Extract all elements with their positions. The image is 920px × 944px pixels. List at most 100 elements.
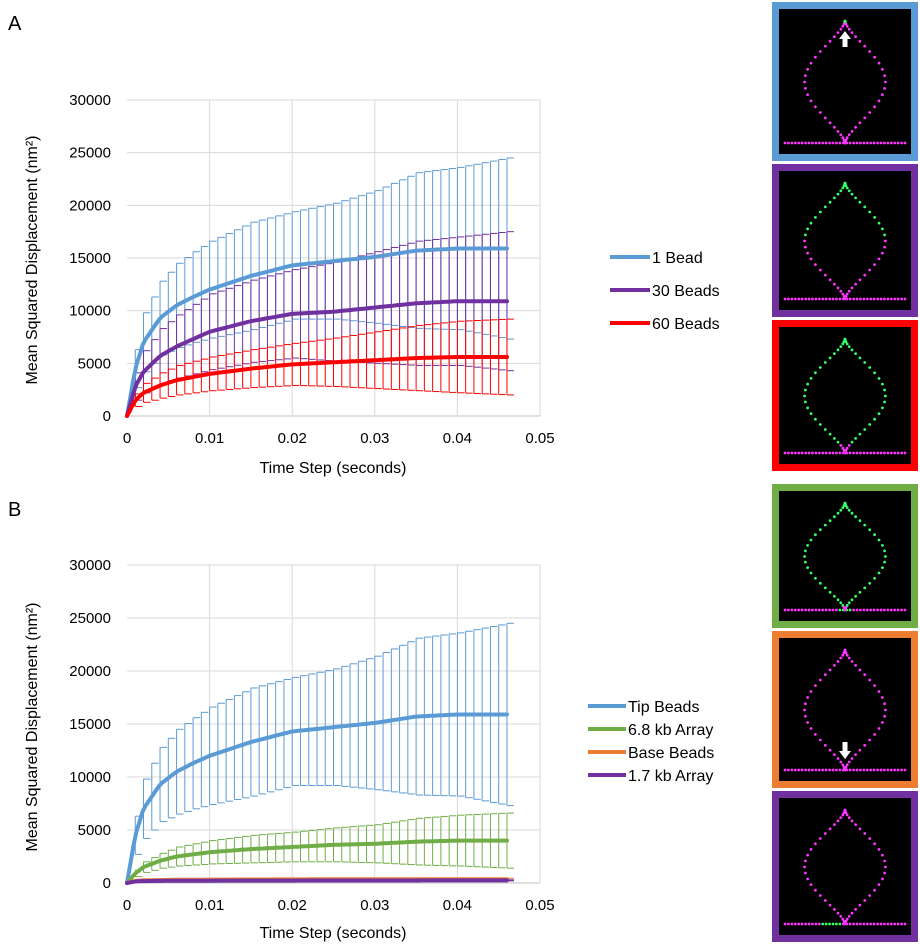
base-bead (831, 297, 835, 301)
base-bead (903, 141, 907, 145)
loop-bead (836, 130, 840, 133)
loop-bead (839, 508, 843, 512)
base-bead (848, 297, 852, 301)
loop-bead (883, 400, 886, 404)
loop-bead (804, 702, 807, 706)
loop-bead (836, 286, 840, 290)
y-tick-label: 5000 (78, 355, 111, 372)
loop-bead (833, 908, 836, 911)
loop-bead (804, 233, 807, 237)
panel-a: A 0 5000 10000 15000 20000 25000 30000 0 0.01 0.0… (8, 13, 720, 477)
loop-bead (804, 549, 807, 553)
loop-bead (850, 511, 854, 515)
base-bead (790, 297, 794, 301)
base-bead (865, 768, 869, 772)
loop-bead (850, 440, 854, 444)
loop-bead (828, 827, 832, 831)
loop-bead (804, 388, 807, 392)
base-bead (876, 768, 879, 772)
loop-bead (836, 819, 840, 823)
base-bead (889, 922, 893, 926)
loop-bead (823, 832, 827, 835)
base-bead (865, 141, 869, 145)
base-bead (811, 922, 814, 926)
x-tick-label: 0.03 (360, 430, 389, 447)
loop-bead (839, 189, 843, 193)
base-bead (838, 141, 842, 145)
loop-bead (854, 282, 857, 286)
base-bead (814, 141, 818, 145)
loop-bead (809, 412, 813, 415)
loop-bead (854, 908, 857, 911)
x-tick-label: 0.03 (360, 897, 389, 914)
x-tick-label: 0.05 (525, 430, 554, 447)
series-line-1-bead (125, 246, 509, 418)
base-bead (862, 922, 866, 926)
loop-bead (818, 111, 822, 114)
base-bead (848, 608, 852, 612)
loop-bead (868, 894, 872, 897)
loop-bead (847, 508, 851, 512)
loop-bead (841, 342, 845, 346)
base-bead (859, 922, 862, 926)
base-bead (865, 608, 869, 612)
base-bead (797, 922, 801, 926)
loop-bead (823, 361, 827, 364)
base-bead (824, 608, 828, 612)
base-bead (903, 608, 907, 612)
base-bead (852, 451, 855, 455)
base-bead (855, 768, 859, 772)
loop-bead (828, 590, 832, 594)
loop-bead (818, 423, 822, 426)
base-bead (797, 141, 801, 145)
base-bead (783, 141, 787, 145)
loop-bead (873, 842, 876, 846)
loop-bead (806, 382, 809, 386)
base-bead (900, 451, 903, 455)
loop-bead (839, 345, 843, 348)
loop-diagram (783, 181, 907, 301)
base-bead (883, 768, 886, 772)
loop-bead (881, 877, 884, 881)
base-bead (800, 768, 804, 772)
base-bead (783, 451, 787, 455)
loop-bead (823, 743, 827, 747)
loop-bead (823, 523, 827, 527)
loop-bead (883, 245, 886, 249)
loop-bead (845, 292, 849, 296)
loop-bead (877, 538, 881, 542)
loop-bead (828, 39, 832, 43)
panel-b-letter: B (8, 499, 21, 521)
base-bead (790, 451, 794, 455)
loop-bead (873, 417, 876, 421)
figure: A 0 5000 10000 15000 20000 25000 30000 0 0.01 0.0… (8, 13, 720, 942)
series-line-6-8-kb-array (125, 838, 509, 885)
base-bead (855, 922, 859, 926)
loop-bead (847, 760, 851, 764)
loop-bead (858, 903, 862, 907)
loop-bead (833, 196, 836, 200)
loop-bead (850, 348, 854, 352)
y-tick-label: 15000 (69, 716, 111, 733)
loop-bead (881, 251, 884, 255)
base-bead (903, 922, 907, 926)
loop-bead (863, 273, 867, 277)
loop-bead (868, 738, 872, 742)
base-bead (876, 608, 879, 612)
loop-bead (868, 423, 872, 426)
loop-bead (806, 251, 809, 255)
base-bead (876, 141, 879, 145)
loop-bead (833, 437, 836, 440)
loop-bead (847, 345, 851, 348)
base-bead (831, 768, 835, 772)
base-bead (848, 451, 852, 455)
loop-bead (823, 273, 827, 277)
loop-bead (806, 877, 809, 881)
loop-diagram (783, 19, 907, 145)
loop-bead (847, 289, 851, 293)
loop-bead (881, 382, 884, 386)
loop-bead (850, 598, 854, 602)
loop-bead (828, 903, 832, 907)
panel-a-y-axis-title: Mean Squared Displacement (nm²) (24, 136, 41, 385)
base-bead (869, 922, 873, 926)
